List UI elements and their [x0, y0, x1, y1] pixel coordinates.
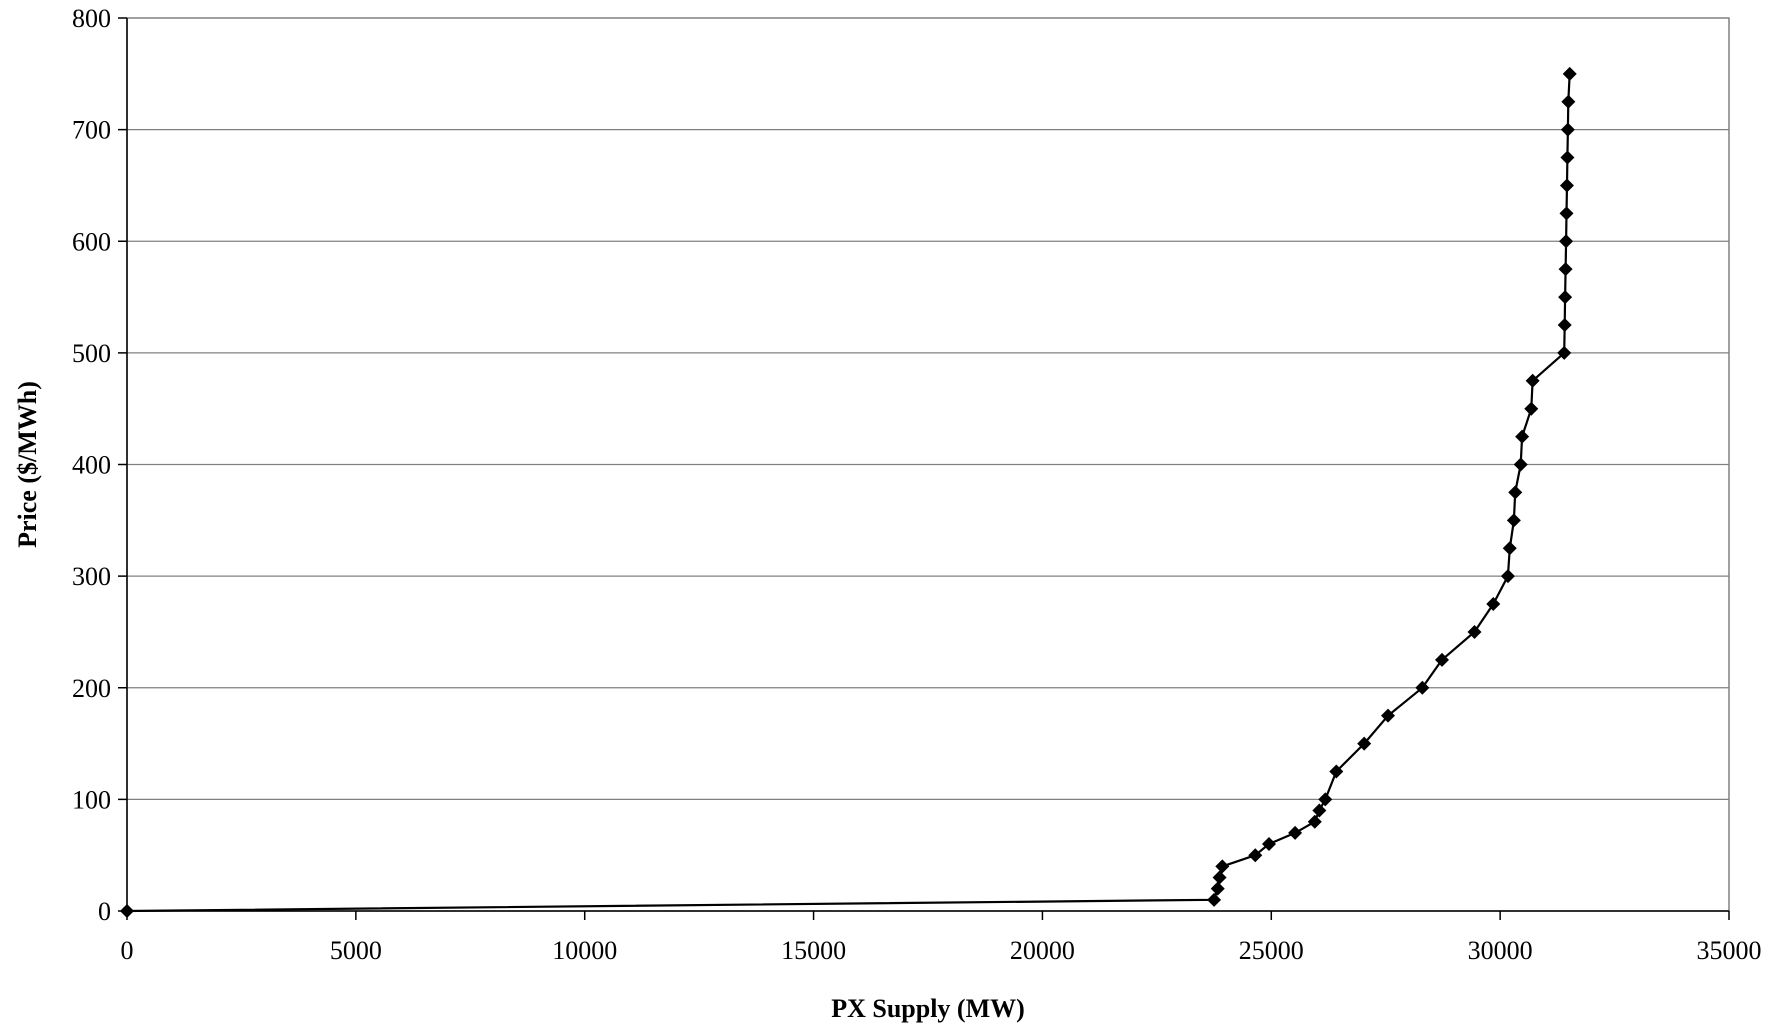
data-point-marker — [1560, 150, 1575, 165]
y-tick-label: 800 — [72, 4, 111, 33]
data-point-marker — [1558, 290, 1573, 305]
data-point-marker — [1559, 178, 1574, 193]
data-point-marker — [1500, 569, 1515, 584]
data-point-marker — [1506, 513, 1521, 528]
y-tick-label: 300 — [72, 562, 111, 591]
x-tick-label: 35000 — [1697, 936, 1762, 965]
data-point-marker — [1381, 708, 1396, 723]
y-tick-label: 600 — [72, 227, 111, 256]
x-tick-label: 20000 — [1010, 936, 1075, 965]
data-point-marker — [1560, 122, 1575, 137]
data-point-marker — [1502, 541, 1517, 556]
data-point-marker — [1357, 736, 1372, 751]
data-point-marker — [1513, 457, 1528, 472]
x-tick-label: 5000 — [330, 936, 382, 965]
data-point-marker — [1524, 401, 1539, 416]
y-tick-label: 0 — [98, 897, 111, 926]
data-point-marker — [1562, 66, 1577, 81]
data-point-marker — [1558, 262, 1573, 277]
data-point-marker — [1248, 848, 1263, 863]
data-point-marker — [1307, 814, 1322, 829]
data-point-marker — [1557, 345, 1572, 360]
y-tick-label: 100 — [72, 785, 111, 814]
data-point-marker — [1261, 837, 1276, 852]
y-tick-label: 500 — [72, 339, 111, 368]
data-point-marker — [1515, 429, 1530, 444]
data-point-marker — [1467, 624, 1482, 639]
data-point-marker — [1210, 881, 1225, 896]
gridlines — [127, 128, 1729, 801]
data-point-marker — [1525, 373, 1540, 388]
data-point-marker — [1435, 652, 1450, 667]
data-point-marker — [1215, 859, 1230, 874]
x-axis-title: PX Supply (MW) — [831, 994, 1025, 1023]
y-tick-label: 700 — [72, 116, 111, 145]
x-tick-label: 15000 — [781, 936, 846, 965]
x-axis: 0 5000 10000 15000 20000 25000 30000 35000 — [121, 910, 1762, 965]
data-point-marker — [1329, 764, 1344, 779]
x-tick-label: 10000 — [552, 936, 617, 965]
x-tick-label: 0 — [121, 936, 134, 965]
data-point-marker — [1207, 892, 1222, 907]
data-point-marker — [1288, 825, 1303, 840]
data-point-marker — [1486, 597, 1501, 612]
data-point-marker — [1212, 870, 1227, 885]
data-point-marker — [1559, 234, 1574, 249]
data-point-marker — [1559, 206, 1574, 221]
y-tick-label: 400 — [72, 451, 111, 480]
y-axis: 0 100 200 300 400 500 600 700 800 — [72, 4, 128, 926]
x-tick-label: 30000 — [1468, 936, 1533, 965]
x-tick-label: 25000 — [1239, 936, 1304, 965]
series-line — [126, 73, 1571, 913]
data-point-marker — [1318, 792, 1333, 807]
data-point-marker — [1561, 94, 1576, 109]
data-point-marker — [1312, 803, 1327, 818]
y-axis-title: Price ($/MWh) — [13, 381, 42, 548]
data-point-marker — [120, 904, 134, 918]
y-tick-label: 200 — [72, 674, 111, 703]
data-point-marker — [1557, 317, 1572, 332]
data-point-marker — [1508, 485, 1523, 500]
data-point-marker — [1415, 680, 1430, 695]
series-layer — [120, 66, 1577, 918]
